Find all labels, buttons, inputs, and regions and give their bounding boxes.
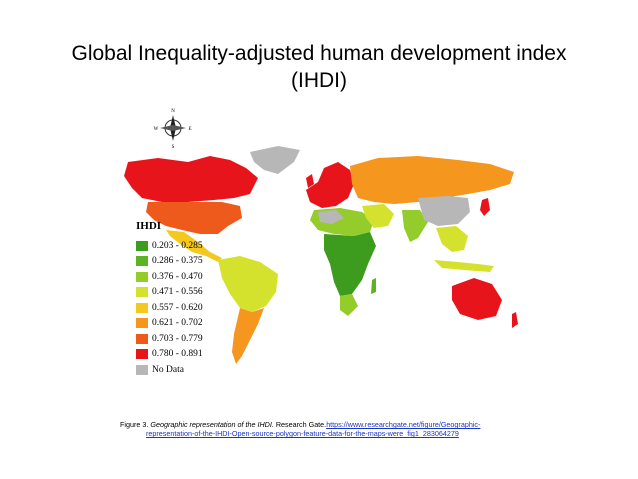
region-canada <box>124 156 258 202</box>
compass-w-label: W <box>154 127 159 132</box>
legend-item: 0.471 - 0.556 <box>136 285 203 301</box>
region-china <box>418 196 470 226</box>
legend-swatch <box>136 364 148 375</box>
caption-source: Research Gate. <box>273 420 327 429</box>
legend-swatch <box>136 240 148 251</box>
legend-swatch <box>136 256 148 267</box>
legend-label: No Data <box>152 364 184 375</box>
region-uk <box>306 174 314 188</box>
legend-label: 0.780 - 0.891 <box>152 349 203 360</box>
legend-swatch <box>136 287 148 298</box>
region-usa <box>146 202 242 234</box>
legend-item: 0.203 - 0.285 <box>136 238 203 254</box>
region-greenland <box>250 146 300 174</box>
legend-item: 0.780 - 0.891 <box>136 347 203 363</box>
legend-label: 0.557 - 0.620 <box>152 302 203 313</box>
compass-rose-icon: N S W E <box>154 109 192 150</box>
figure-caption: Figure 3. Geographic representation of t… <box>120 420 540 438</box>
region-australia <box>452 278 502 320</box>
region-japan <box>480 198 490 216</box>
title-line-2: (IHDI) <box>291 69 347 92</box>
map-legend: IHDI 0.203 - 0.285 0.286 - 0.375 0.376 - 0… <box>136 220 203 378</box>
region-madagascar <box>371 278 376 294</box>
legend-title: IHDI <box>136 220 162 232</box>
legend-swatch <box>136 333 148 344</box>
legend-label: 0.376 - 0.470 <box>152 271 203 282</box>
region-russia <box>350 156 514 204</box>
legend-item: 0.376 - 0.470 <box>136 269 203 285</box>
compass-s-label: S <box>172 145 175 150</box>
ihdi-world-map: N S W E <box>118 102 528 402</box>
region-middle-east <box>362 204 394 228</box>
region-south-america-north <box>218 256 278 312</box>
caption-title: Geographic representation of the IHDI. <box>150 420 274 429</box>
region-new-zealand <box>512 312 518 328</box>
region-europe-west <box>306 162 354 208</box>
legend-label: 0.286 - 0.375 <box>152 256 203 267</box>
caption-prefix: Figure 3. <box>120 420 151 429</box>
caption-link-line-1[interactable]: https://www.researchgate.net/figure/Geog… <box>326 420 481 429</box>
compass-n-label: N <box>171 109 175 114</box>
region-subsaharan-africa <box>324 232 376 296</box>
region-india <box>402 210 428 242</box>
legend-swatch <box>136 271 148 282</box>
world-map-svg: N S W E <box>124 109 518 364</box>
legend-swatch <box>136 349 148 360</box>
legend-swatch <box>136 302 148 313</box>
region-southeast-asia <box>436 226 468 252</box>
region-southern-africa <box>340 294 358 316</box>
caption-link-line-2[interactable]: representation-of-the-IHDI-Open-source-p… <box>146 429 459 438</box>
region-sahara-nodata <box>318 210 344 224</box>
legend-label: 0.703 - 0.779 <box>152 333 203 344</box>
legend-item: 0.621 - 0.702 <box>136 316 203 332</box>
slide-title: Global Inequality-adjusted human develop… <box>0 40 638 94</box>
legend-items: 0.203 - 0.285 0.286 - 0.375 0.376 - 0.470 0… <box>136 238 203 378</box>
legend-label: 0.203 - 0.285 <box>152 240 203 251</box>
legend-item: No Data <box>136 362 203 378</box>
region-indonesia <box>434 260 494 272</box>
legend-label: 0.471 - 0.556 <box>152 287 203 298</box>
region-mexico-central-america <box>166 230 222 262</box>
title-line-1: Global Inequality-adjusted human develop… <box>71 42 567 65</box>
legend-item: 0.286 - 0.375 <box>136 254 203 270</box>
legend-item: 0.557 - 0.620 <box>136 300 203 316</box>
compass-e-label: E <box>188 127 191 132</box>
legend-swatch <box>136 318 148 329</box>
legend-item: 0.703 - 0.779 <box>136 331 203 347</box>
region-south-america-south <box>232 308 264 364</box>
legend-label: 0.621 - 0.702 <box>152 318 203 329</box>
